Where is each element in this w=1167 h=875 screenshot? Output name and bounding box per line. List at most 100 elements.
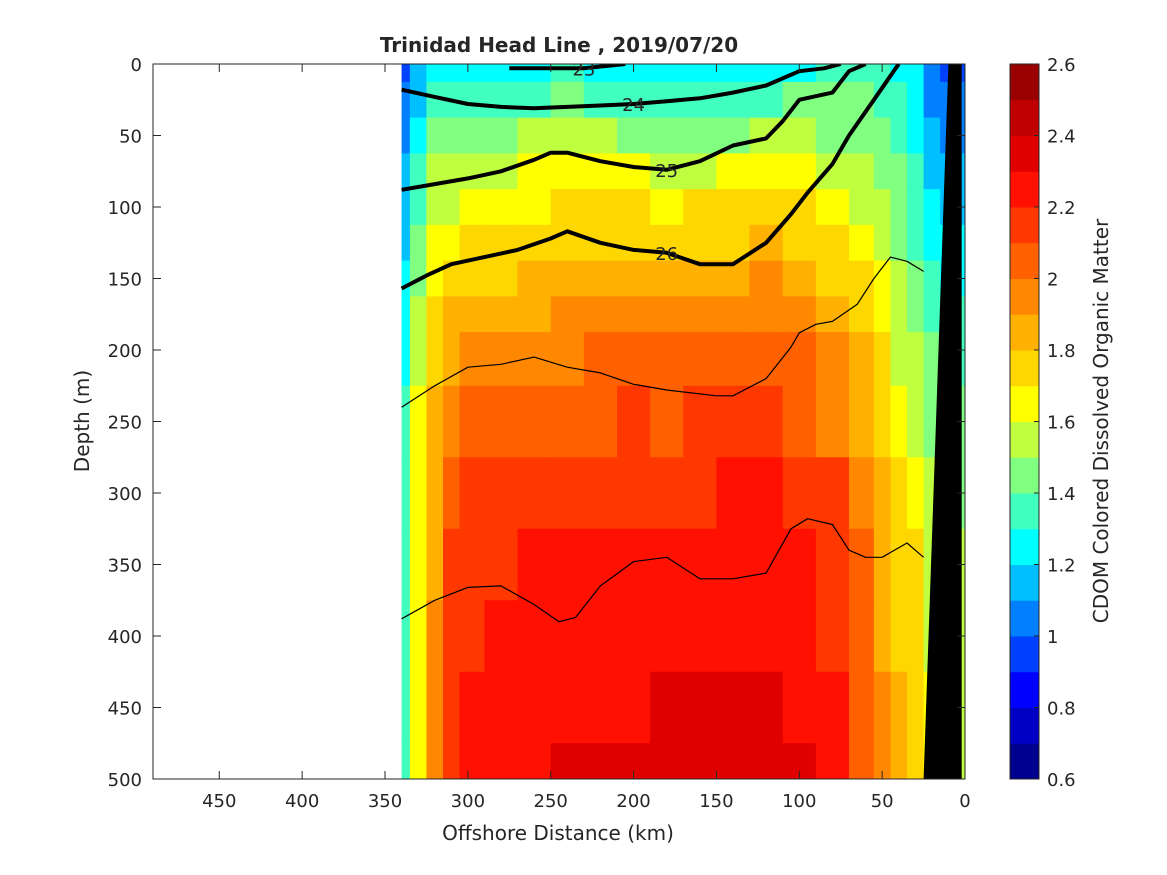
heat-cell xyxy=(409,528,428,601)
colorbar-swatch xyxy=(1010,278,1039,315)
heat-cell xyxy=(550,189,585,226)
colorbar-swatch xyxy=(1010,207,1039,244)
x-tick-label: 50 xyxy=(871,791,894,812)
y-tick-label: 250 xyxy=(108,413,142,434)
contour-line xyxy=(509,64,626,71)
heat-cell xyxy=(683,117,718,154)
heat-cell xyxy=(716,743,751,779)
heat-cell xyxy=(815,224,850,262)
heat-cell xyxy=(873,528,892,601)
y-tick-label: 500 xyxy=(108,770,142,791)
colorbar-tick-label: 1 xyxy=(1047,627,1058,648)
heat-cell xyxy=(849,260,875,297)
contour-line xyxy=(401,256,924,408)
heat-cell xyxy=(873,117,892,154)
seafloor-bathymetry xyxy=(923,64,962,779)
heat-cell xyxy=(890,528,908,601)
heat-cell xyxy=(716,117,751,154)
heat-cell xyxy=(716,260,751,297)
x-tick-label: 150 xyxy=(699,791,733,812)
colorbar-swatch xyxy=(1010,493,1039,530)
colorbar-swatch xyxy=(1010,600,1039,637)
heat-cell xyxy=(849,600,875,673)
y-tick-label: 0 xyxy=(131,55,142,76)
heat-cell xyxy=(459,189,486,226)
heat-cell xyxy=(426,117,444,154)
contour-label: 26 xyxy=(655,244,678,265)
heat-cell xyxy=(923,189,941,226)
heat-cell xyxy=(484,260,519,297)
heat-cell xyxy=(583,457,618,530)
heat-cell xyxy=(459,332,486,387)
heat-cell xyxy=(890,260,908,297)
heat-cell xyxy=(815,528,850,601)
heat-cell xyxy=(907,385,925,458)
heat-cell xyxy=(617,528,651,601)
heat-cell xyxy=(550,385,585,458)
heat-cell xyxy=(650,671,684,744)
heat-cell xyxy=(815,260,850,297)
heat-cell xyxy=(849,224,875,262)
heat-cell xyxy=(815,457,850,530)
heat-cell xyxy=(550,81,585,119)
heat-cell xyxy=(907,153,925,190)
heat-cell xyxy=(617,224,651,262)
heat-cell xyxy=(459,117,486,154)
heat-cell xyxy=(716,385,751,458)
heat-cell xyxy=(683,332,718,387)
heat-cell xyxy=(907,64,925,83)
heat-cell xyxy=(650,260,684,297)
heat-cell xyxy=(517,296,552,333)
heat-cell xyxy=(923,260,941,297)
heat-cell xyxy=(617,64,651,83)
heat-cell xyxy=(923,153,941,190)
x-tick-label: 400 xyxy=(285,791,319,812)
heat-cell xyxy=(782,457,817,530)
heat-cell xyxy=(873,189,892,226)
heat-cell xyxy=(426,332,444,387)
heat-cell xyxy=(716,81,751,119)
heat-cell xyxy=(484,600,519,673)
heat-cell xyxy=(409,117,428,154)
heat-cell xyxy=(873,385,892,458)
heat-cell xyxy=(683,64,718,83)
heat-cell xyxy=(426,64,444,83)
x-tick-label: 0 xyxy=(959,791,970,812)
heat-cell xyxy=(401,153,411,190)
contour-line xyxy=(401,64,867,192)
colorbar-swatch xyxy=(1010,242,1039,279)
y-tick-label: 150 xyxy=(108,270,142,291)
heat-cell xyxy=(617,260,651,297)
heat-cell xyxy=(401,296,411,333)
heat-cell xyxy=(782,671,817,744)
heat-cell xyxy=(426,743,444,779)
heat-cell xyxy=(484,332,519,387)
heat-cell xyxy=(749,385,784,458)
heat-cell xyxy=(484,296,519,333)
heat-cell xyxy=(716,671,751,744)
heat-cell xyxy=(459,600,486,673)
heat-cell xyxy=(583,81,618,119)
heat-cell xyxy=(617,296,651,333)
colorbar-swatch xyxy=(1010,421,1039,458)
heat-cell xyxy=(849,117,875,154)
heat-cell xyxy=(749,64,784,83)
heat-cell xyxy=(409,81,428,119)
heat-cell xyxy=(459,457,486,530)
heat-cell xyxy=(426,296,444,333)
heat-cell xyxy=(517,671,552,744)
colorbar: 2.6 2.4 2.2 2 1.8 1.6 1.4 1.2 1 0.8 0.6 xyxy=(1009,55,1076,791)
heat-cell xyxy=(650,457,684,530)
heat-cell xyxy=(401,64,411,83)
heat-cell xyxy=(849,332,875,387)
heat-cell xyxy=(716,332,751,387)
heat-cell xyxy=(907,117,925,154)
heat-cell xyxy=(923,332,941,387)
heat-cell xyxy=(749,296,784,333)
heat-cell xyxy=(443,117,461,154)
heat-cell xyxy=(815,385,850,458)
heat-cell xyxy=(873,224,892,262)
heat-cell xyxy=(849,296,875,333)
heat-cell xyxy=(907,600,925,673)
